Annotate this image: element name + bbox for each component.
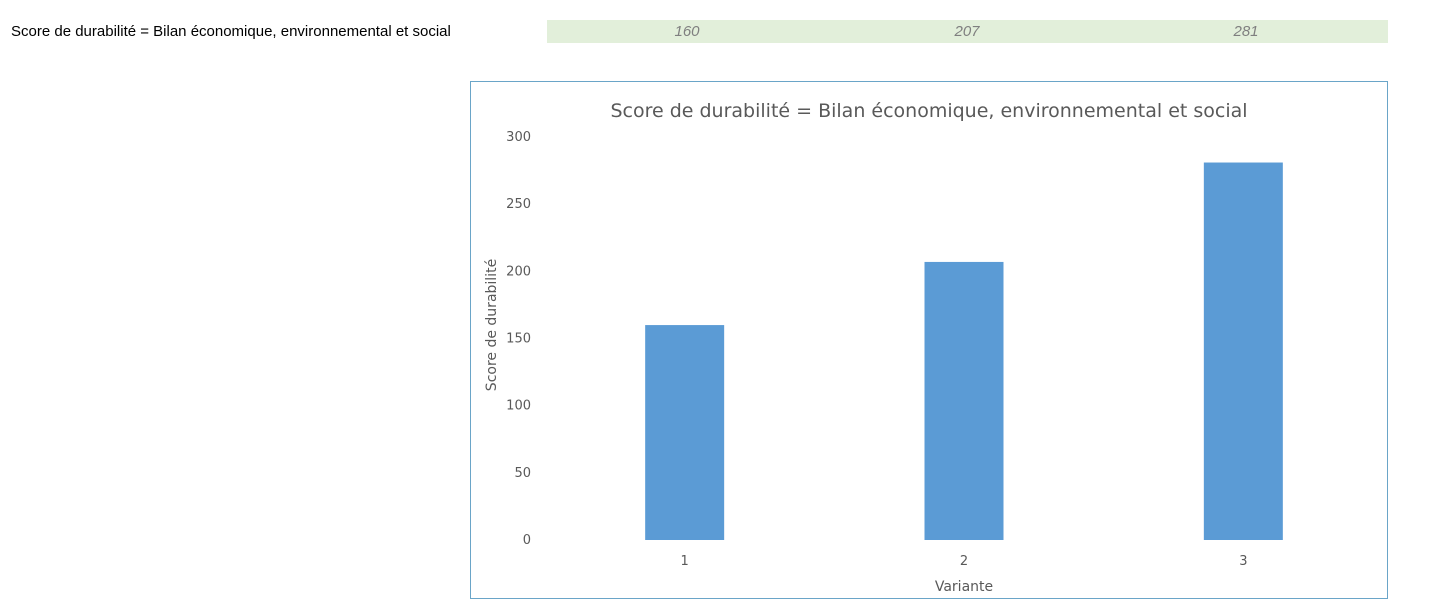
y-tick-label: 200 [506, 264, 531, 279]
x-tick-label: 3 [1239, 554, 1247, 569]
x-axis-ticks: 1 2 3 [681, 554, 1248, 569]
bar-variant-1[interactable] [645, 325, 725, 540]
chart-canvas: Score de durabilité = Bilan économique, … [484, 100, 1283, 595]
score-cell-variant-3[interactable]: 281 [1233, 23, 1259, 40]
y-axis-title: Score de durabilité [484, 259, 500, 391]
bar-chart[interactable]: Score de durabilité = Bilan économique, … [470, 81, 1388, 599]
x-tick-label: 1 [681, 554, 689, 569]
y-tick-label: 150 [506, 332, 531, 347]
y-tick-label: 0 [523, 533, 531, 548]
score-values-strip: 160 207 281 [547, 20, 1388, 43]
x-tick-label: 2 [960, 554, 968, 569]
y-tick-label: 300 [506, 130, 531, 145]
y-tick-label: 50 [514, 466, 531, 481]
chart-title: Score de durabilité = Bilan économique, … [610, 100, 1247, 122]
score-cell-variant-2[interactable]: 207 [954, 23, 980, 40]
score-cell-variant-1[interactable]: 160 [674, 23, 700, 40]
bar-variant-3[interactable] [1203, 162, 1283, 541]
x-axis-title: Variante [935, 579, 993, 595]
bar-variant-2[interactable] [924, 261, 1004, 540]
y-axis-ticks: 0 50 100 150 200 250 300 [506, 130, 531, 548]
bar-series [645, 162, 1283, 541]
y-tick-label: 250 [506, 197, 531, 212]
sustainability-score-row-label: Score de durabilité = Bilan économique, … [11, 23, 451, 40]
y-tick-label: 100 [506, 399, 531, 414]
